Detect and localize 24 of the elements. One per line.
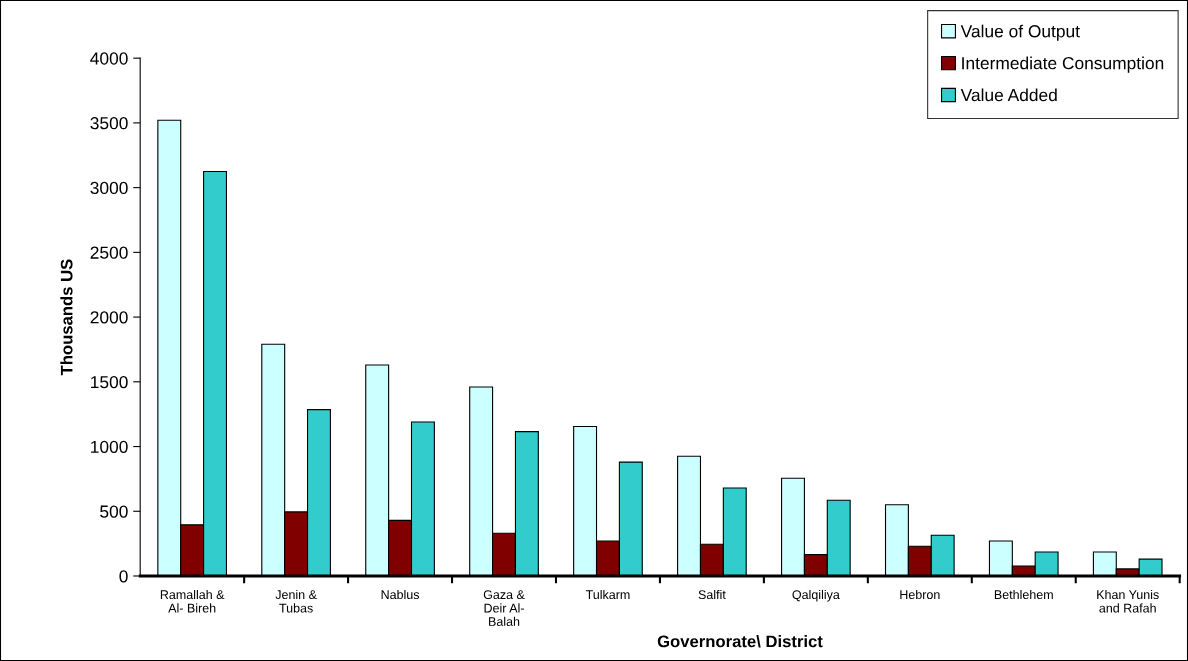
x-tick-label: Nablus <box>381 589 420 600</box>
y-tick-label: 0 <box>119 570 128 583</box>
y-tick-label: 4000 <box>90 52 128 65</box>
x-tick-label: Khan Yunis and Rafah <box>1097 589 1159 613</box>
x-tick-label: Tulkarm <box>585 589 630 600</box>
x-tick-label: Salfit <box>698 589 726 600</box>
x-tick-label: Qalqiliya <box>792 589 840 602</box>
y-tick-label: 2000 <box>90 311 128 324</box>
y-tick-label: 2500 <box>90 246 128 259</box>
y-tick-label: 1000 <box>91 440 128 453</box>
y-axis-title: Thousands US <box>60 259 73 376</box>
y-tick-label: 3000 <box>90 181 128 195</box>
x-tick-label: Hebron <box>900 589 940 600</box>
x-axis-title: Governorate\ District <box>657 635 823 648</box>
legend-label: Value Added <box>960 88 1057 102</box>
y-tick-label: 500 <box>100 505 128 518</box>
legend-label: Value of Output <box>960 24 1080 41</box>
y-tick-label: 3500 <box>90 117 128 130</box>
x-tick-label: Jenin & Tubas <box>275 589 317 613</box>
x-tick-label: Ramallah & Al- Bireh <box>160 589 225 613</box>
x-tick-label: Gaza & Deir Al- Balah <box>483 590 525 626</box>
x-tick-label: Bethlehem <box>994 589 1053 600</box>
legend-label: Intermediate Consumption <box>962 56 1164 73</box>
y-tick-label: 1500 <box>91 375 128 389</box>
